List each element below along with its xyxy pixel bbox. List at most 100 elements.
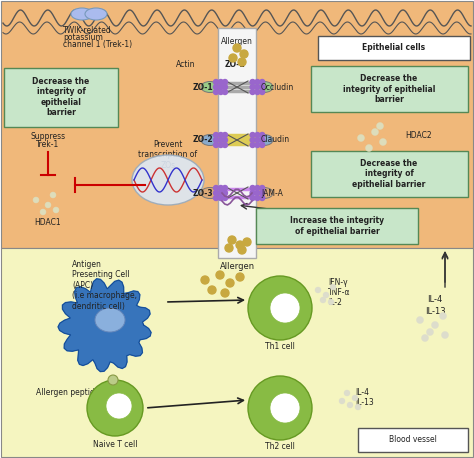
Text: HDAC2: HDAC2 xyxy=(405,131,432,140)
FancyBboxPatch shape xyxy=(311,151,468,197)
Bar xyxy=(1,1,473,248)
Circle shape xyxy=(213,84,219,89)
Circle shape xyxy=(233,44,241,52)
Circle shape xyxy=(352,395,358,401)
Circle shape xyxy=(213,89,219,94)
Circle shape xyxy=(250,89,255,94)
Circle shape xyxy=(236,241,244,249)
Circle shape xyxy=(213,80,219,84)
Circle shape xyxy=(260,84,264,89)
Text: Occludin: Occludin xyxy=(261,82,294,92)
Circle shape xyxy=(260,132,264,137)
Ellipse shape xyxy=(201,82,219,93)
Circle shape xyxy=(250,80,255,84)
Circle shape xyxy=(45,202,51,208)
Circle shape xyxy=(201,276,209,284)
Text: IL-4: IL-4 xyxy=(428,295,443,304)
Circle shape xyxy=(219,80,223,84)
Circle shape xyxy=(213,137,219,142)
Text: Epithelial cells: Epithelial cells xyxy=(363,44,426,53)
Circle shape xyxy=(219,137,223,142)
Circle shape xyxy=(355,404,361,410)
Circle shape xyxy=(250,132,255,137)
Circle shape xyxy=(225,244,233,252)
Circle shape xyxy=(216,271,224,279)
Circle shape xyxy=(213,196,219,201)
Circle shape xyxy=(219,191,223,196)
Ellipse shape xyxy=(201,135,219,146)
Ellipse shape xyxy=(95,308,125,332)
Text: Th2 cell: Th2 cell xyxy=(265,442,295,451)
Circle shape xyxy=(427,328,434,336)
Circle shape xyxy=(270,293,300,323)
Circle shape xyxy=(219,89,223,94)
Circle shape xyxy=(40,209,46,215)
Text: ZO-1: ZO-1 xyxy=(192,82,213,92)
Circle shape xyxy=(219,196,223,201)
Ellipse shape xyxy=(255,187,273,198)
Circle shape xyxy=(222,196,228,201)
Text: Trek-1: Trek-1 xyxy=(36,140,60,149)
Ellipse shape xyxy=(255,135,273,146)
Ellipse shape xyxy=(71,8,93,20)
Circle shape xyxy=(441,332,448,338)
Text: ZO-2: ZO-2 xyxy=(192,136,213,145)
Circle shape xyxy=(372,129,379,136)
Text: Blood vessel: Blood vessel xyxy=(389,436,437,445)
Circle shape xyxy=(106,393,132,419)
Circle shape xyxy=(347,402,353,408)
Circle shape xyxy=(260,142,264,147)
Circle shape xyxy=(439,312,447,320)
Circle shape xyxy=(222,142,228,147)
Circle shape xyxy=(250,191,255,196)
Circle shape xyxy=(320,297,326,303)
Circle shape xyxy=(222,191,228,196)
Circle shape xyxy=(226,279,234,287)
Circle shape xyxy=(255,132,260,137)
Circle shape xyxy=(260,191,264,196)
Circle shape xyxy=(255,80,260,84)
Bar xyxy=(218,28,256,258)
Text: TNF-α: TNF-α xyxy=(328,288,350,297)
Circle shape xyxy=(213,191,219,196)
Text: Allergen: Allergen xyxy=(221,37,253,46)
FancyBboxPatch shape xyxy=(311,66,468,112)
Text: ZO-3: ZO-3 xyxy=(192,189,213,197)
FancyBboxPatch shape xyxy=(256,208,418,244)
Circle shape xyxy=(260,196,264,201)
Circle shape xyxy=(323,292,329,298)
Text: Claudin: Claudin xyxy=(261,136,290,145)
Ellipse shape xyxy=(255,82,273,93)
Circle shape xyxy=(248,376,312,440)
Text: potassium: potassium xyxy=(63,33,103,42)
Circle shape xyxy=(33,197,39,203)
Circle shape xyxy=(255,196,260,201)
Circle shape xyxy=(213,142,219,147)
Text: IL-4: IL-4 xyxy=(355,388,369,397)
Circle shape xyxy=(339,398,345,404)
FancyBboxPatch shape xyxy=(4,68,118,127)
Circle shape xyxy=(330,284,336,290)
Polygon shape xyxy=(58,279,151,371)
Ellipse shape xyxy=(85,8,107,20)
Text: Decrease the
integrity of epithelial
barrier: Decrease the integrity of epithelial bar… xyxy=(343,74,435,104)
Circle shape xyxy=(255,142,260,147)
Text: IL-2: IL-2 xyxy=(328,298,342,307)
Circle shape xyxy=(328,299,334,305)
Text: TWIK-related: TWIK-related xyxy=(63,26,112,35)
Circle shape xyxy=(50,192,56,198)
Bar xyxy=(1,248,473,457)
Circle shape xyxy=(243,238,251,246)
Circle shape xyxy=(380,138,386,146)
Circle shape xyxy=(260,89,264,94)
FancyBboxPatch shape xyxy=(358,428,468,452)
FancyBboxPatch shape xyxy=(318,36,470,60)
Circle shape xyxy=(260,185,264,191)
Circle shape xyxy=(208,286,216,294)
Text: Naive T cell: Naive T cell xyxy=(93,440,137,449)
Text: Decrease the
integrity of
epithelial barrier: Decrease the integrity of epithelial bar… xyxy=(352,159,426,189)
Text: IL-13: IL-13 xyxy=(355,398,374,407)
Circle shape xyxy=(250,142,255,147)
Ellipse shape xyxy=(132,155,204,205)
Circle shape xyxy=(222,84,228,89)
